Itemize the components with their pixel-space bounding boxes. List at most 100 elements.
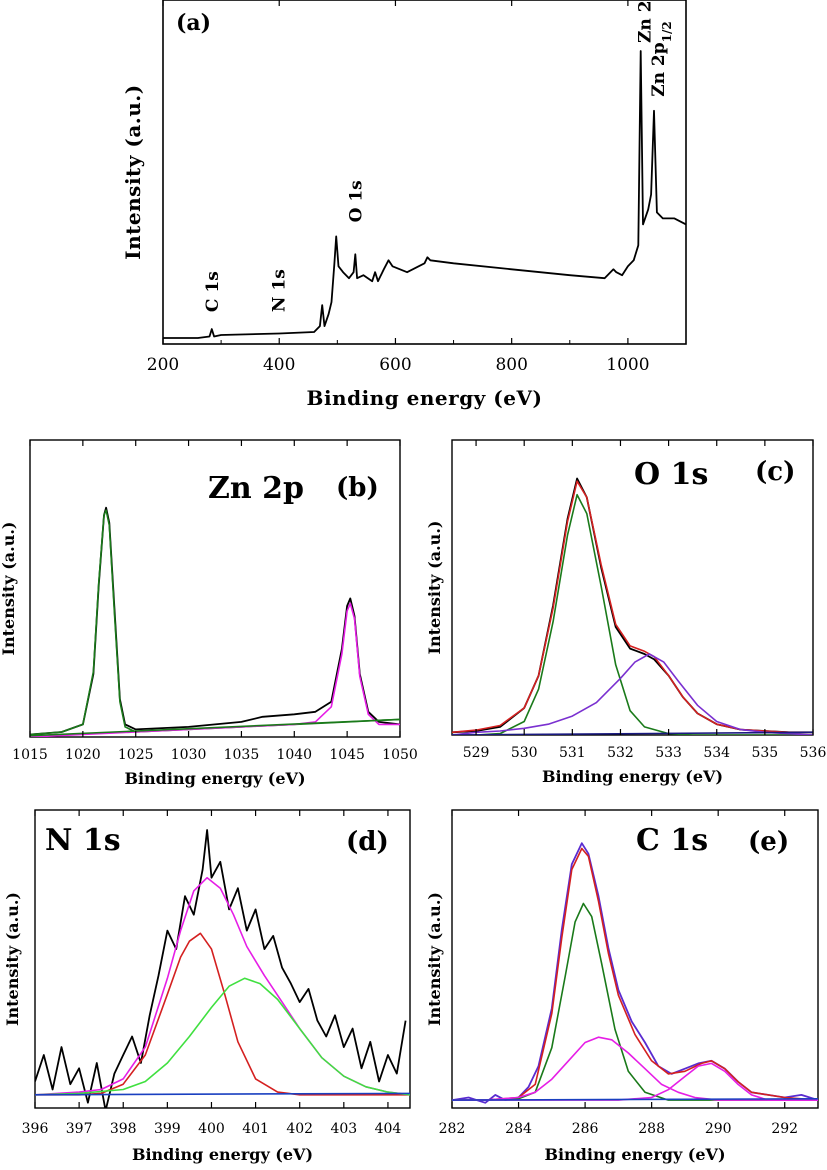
x-tick-label-e: 288 (638, 1121, 665, 1137)
x-tick-label-c: 536 (800, 745, 827, 761)
series-line-c-1 (452, 480, 813, 734)
x-tick-label-c: 531 (559, 745, 586, 761)
panel-title-c: O 1s (634, 457, 708, 492)
panel-label-a: (a) (176, 10, 211, 36)
peak-annotation-text: C 1s (203, 271, 223, 312)
panel-d: 396 397 398 399 400 401 402 403 404 Binding energ… (3, 809, 411, 1164)
peak-annotation-sub: 1/2 (660, 21, 674, 42)
plot-frame-e (451, 809, 819, 1109)
peak-annotation: O 1s (346, 180, 366, 222)
x-tick-label-a: 1000 (606, 355, 649, 375)
peak-annotation-text: O 1s (346, 180, 366, 222)
series-line-d-3 (35, 977, 410, 1096)
x-tick-label-e: 290 (705, 1121, 732, 1137)
peak-annotation: Zn 2p1/2 (649, 21, 674, 97)
y-axis-label-d: Intensity (a.u.) (3, 892, 22, 1026)
series-group-c (452, 477, 813, 735)
series-line-e-3 (452, 1036, 818, 1101)
x-axis-label-c: Binding energy (eV) (542, 767, 723, 786)
series-line-a-0 (163, 50, 686, 339)
x-tick-label-d: 402 (286, 1121, 313, 1137)
x-tick-label-b: 1050 (382, 747, 418, 763)
x-tick-label-d: 398 (110, 1121, 137, 1137)
x-tick-label-d: 403 (330, 1121, 357, 1137)
x-axis-label-b: Binding energy (eV) (124, 769, 305, 788)
x-tick-label-c: 535 (751, 745, 778, 761)
x-axis-label-e: Binding energy (eV) (544, 1145, 725, 1164)
x-tick-label-d: 399 (154, 1121, 181, 1137)
peak-annotation-text: Zn 2p (649, 42, 669, 97)
peak-annotation-text: N 1s (270, 269, 290, 312)
x-tick-label-c: 532 (607, 745, 634, 761)
series-line-c-2 (452, 493, 813, 735)
peak-annotation: C 1s (203, 271, 223, 312)
x-tick-label-d: 397 (66, 1121, 93, 1137)
x-tick-label-a: 800 (495, 355, 527, 375)
panel-a: 200 400 600 800 1000 Binding energy (eV) Inten… (121, 0, 687, 410)
x-tick-label-e: 286 (572, 1121, 599, 1137)
panel-label-d: (d) (346, 827, 389, 857)
series-line-b-3 (30, 718, 400, 737)
x-tick-label-b: 1035 (224, 747, 260, 763)
series-line-d-0 (35, 829, 407, 1108)
plot-frame-b (29, 439, 401, 738)
x-tick-label-d: 400 (198, 1121, 225, 1137)
series-line-b-0 (30, 506, 400, 736)
x-tick-label-b: 1025 (118, 747, 154, 763)
x-axis-label-a: Binding energy (eV) (307, 386, 543, 410)
x-tick-label-e: 284 (505, 1121, 532, 1137)
plot-frame-a (162, 0, 687, 345)
panel-c: 529 530 531 532 533 534 535 536 Binding energy (… (425, 439, 827, 786)
series-line-d-2 (35, 932, 410, 1096)
x-tick-label-b: 1020 (65, 747, 101, 763)
series-line-e-5 (452, 1098, 818, 1101)
x-tick-label-c: 533 (655, 745, 682, 761)
x-tick-label-c: 534 (703, 745, 730, 761)
panel-title-b: Zn 2p (208, 471, 304, 506)
series-line-b-2 (30, 602, 400, 737)
panel-title-e: C 1s (636, 823, 708, 858)
series-line-d-4 (35, 1092, 410, 1096)
series-line-e-4 (452, 1062, 818, 1101)
series-group-a (163, 50, 686, 339)
panel-label-b: (b) (336, 473, 379, 503)
panel-b: 1015 1020 1025 1030 1035 1040 1045 1050 Binding … (0, 439, 418, 788)
series-group-b (30, 506, 400, 737)
x-tick-label-a: 400 (263, 355, 295, 375)
plot-frame-c (451, 439, 814, 736)
plot-frame-d (34, 809, 411, 1109)
x-axis-label-d: Binding energy (eV) (132, 1145, 313, 1164)
panel-title-d: N 1s (45, 823, 121, 858)
x-tick-label-d: 401 (242, 1121, 269, 1137)
y-axis-label-e: Intensity (a.u.) (425, 892, 444, 1026)
x-tick-label-d: 396 (22, 1121, 49, 1137)
x-tick-label-b: 1015 (12, 747, 48, 763)
x-tick-label-d: 404 (375, 1121, 402, 1137)
peak-annotation: N 1s (270, 269, 290, 312)
series-group-d (35, 829, 410, 1108)
x-tick-label-b: 1030 (171, 747, 207, 763)
series-line-c-4 (452, 731, 813, 735)
series-line-c-0 (452, 477, 813, 734)
x-tick-label-a: 600 (379, 355, 411, 375)
panel-e: 282 284 286 288 290 292 Binding energy (eV) Int… (425, 809, 819, 1164)
x-tick-label-a: 200 (147, 355, 179, 375)
x-tick-label-e: 292 (771, 1121, 798, 1137)
series-line-e-2 (452, 902, 818, 1101)
x-tick-label-b: 1045 (329, 747, 365, 763)
x-tick-label-e: 282 (439, 1121, 466, 1137)
peak-annotation: Zn 2p3/2 (636, 0, 661, 43)
y-axis-label-a: Intensity (a.u.) (121, 84, 145, 259)
panel-label-e: (e) (748, 827, 789, 857)
y-axis-label-b: Intensity (a.u.) (0, 522, 18, 656)
peak-annotation-text: Zn 2p (636, 0, 656, 43)
x-tick-label-c: 529 (463, 745, 490, 761)
series-group-e (452, 842, 818, 1104)
series-line-c-3 (452, 653, 813, 735)
series-line-e-1 (452, 847, 818, 1101)
series-line-e-0 (452, 842, 818, 1104)
x-tick-label-b: 1040 (276, 747, 312, 763)
panel-label-c: (c) (755, 457, 795, 487)
x-tick-label-c: 530 (511, 745, 538, 761)
